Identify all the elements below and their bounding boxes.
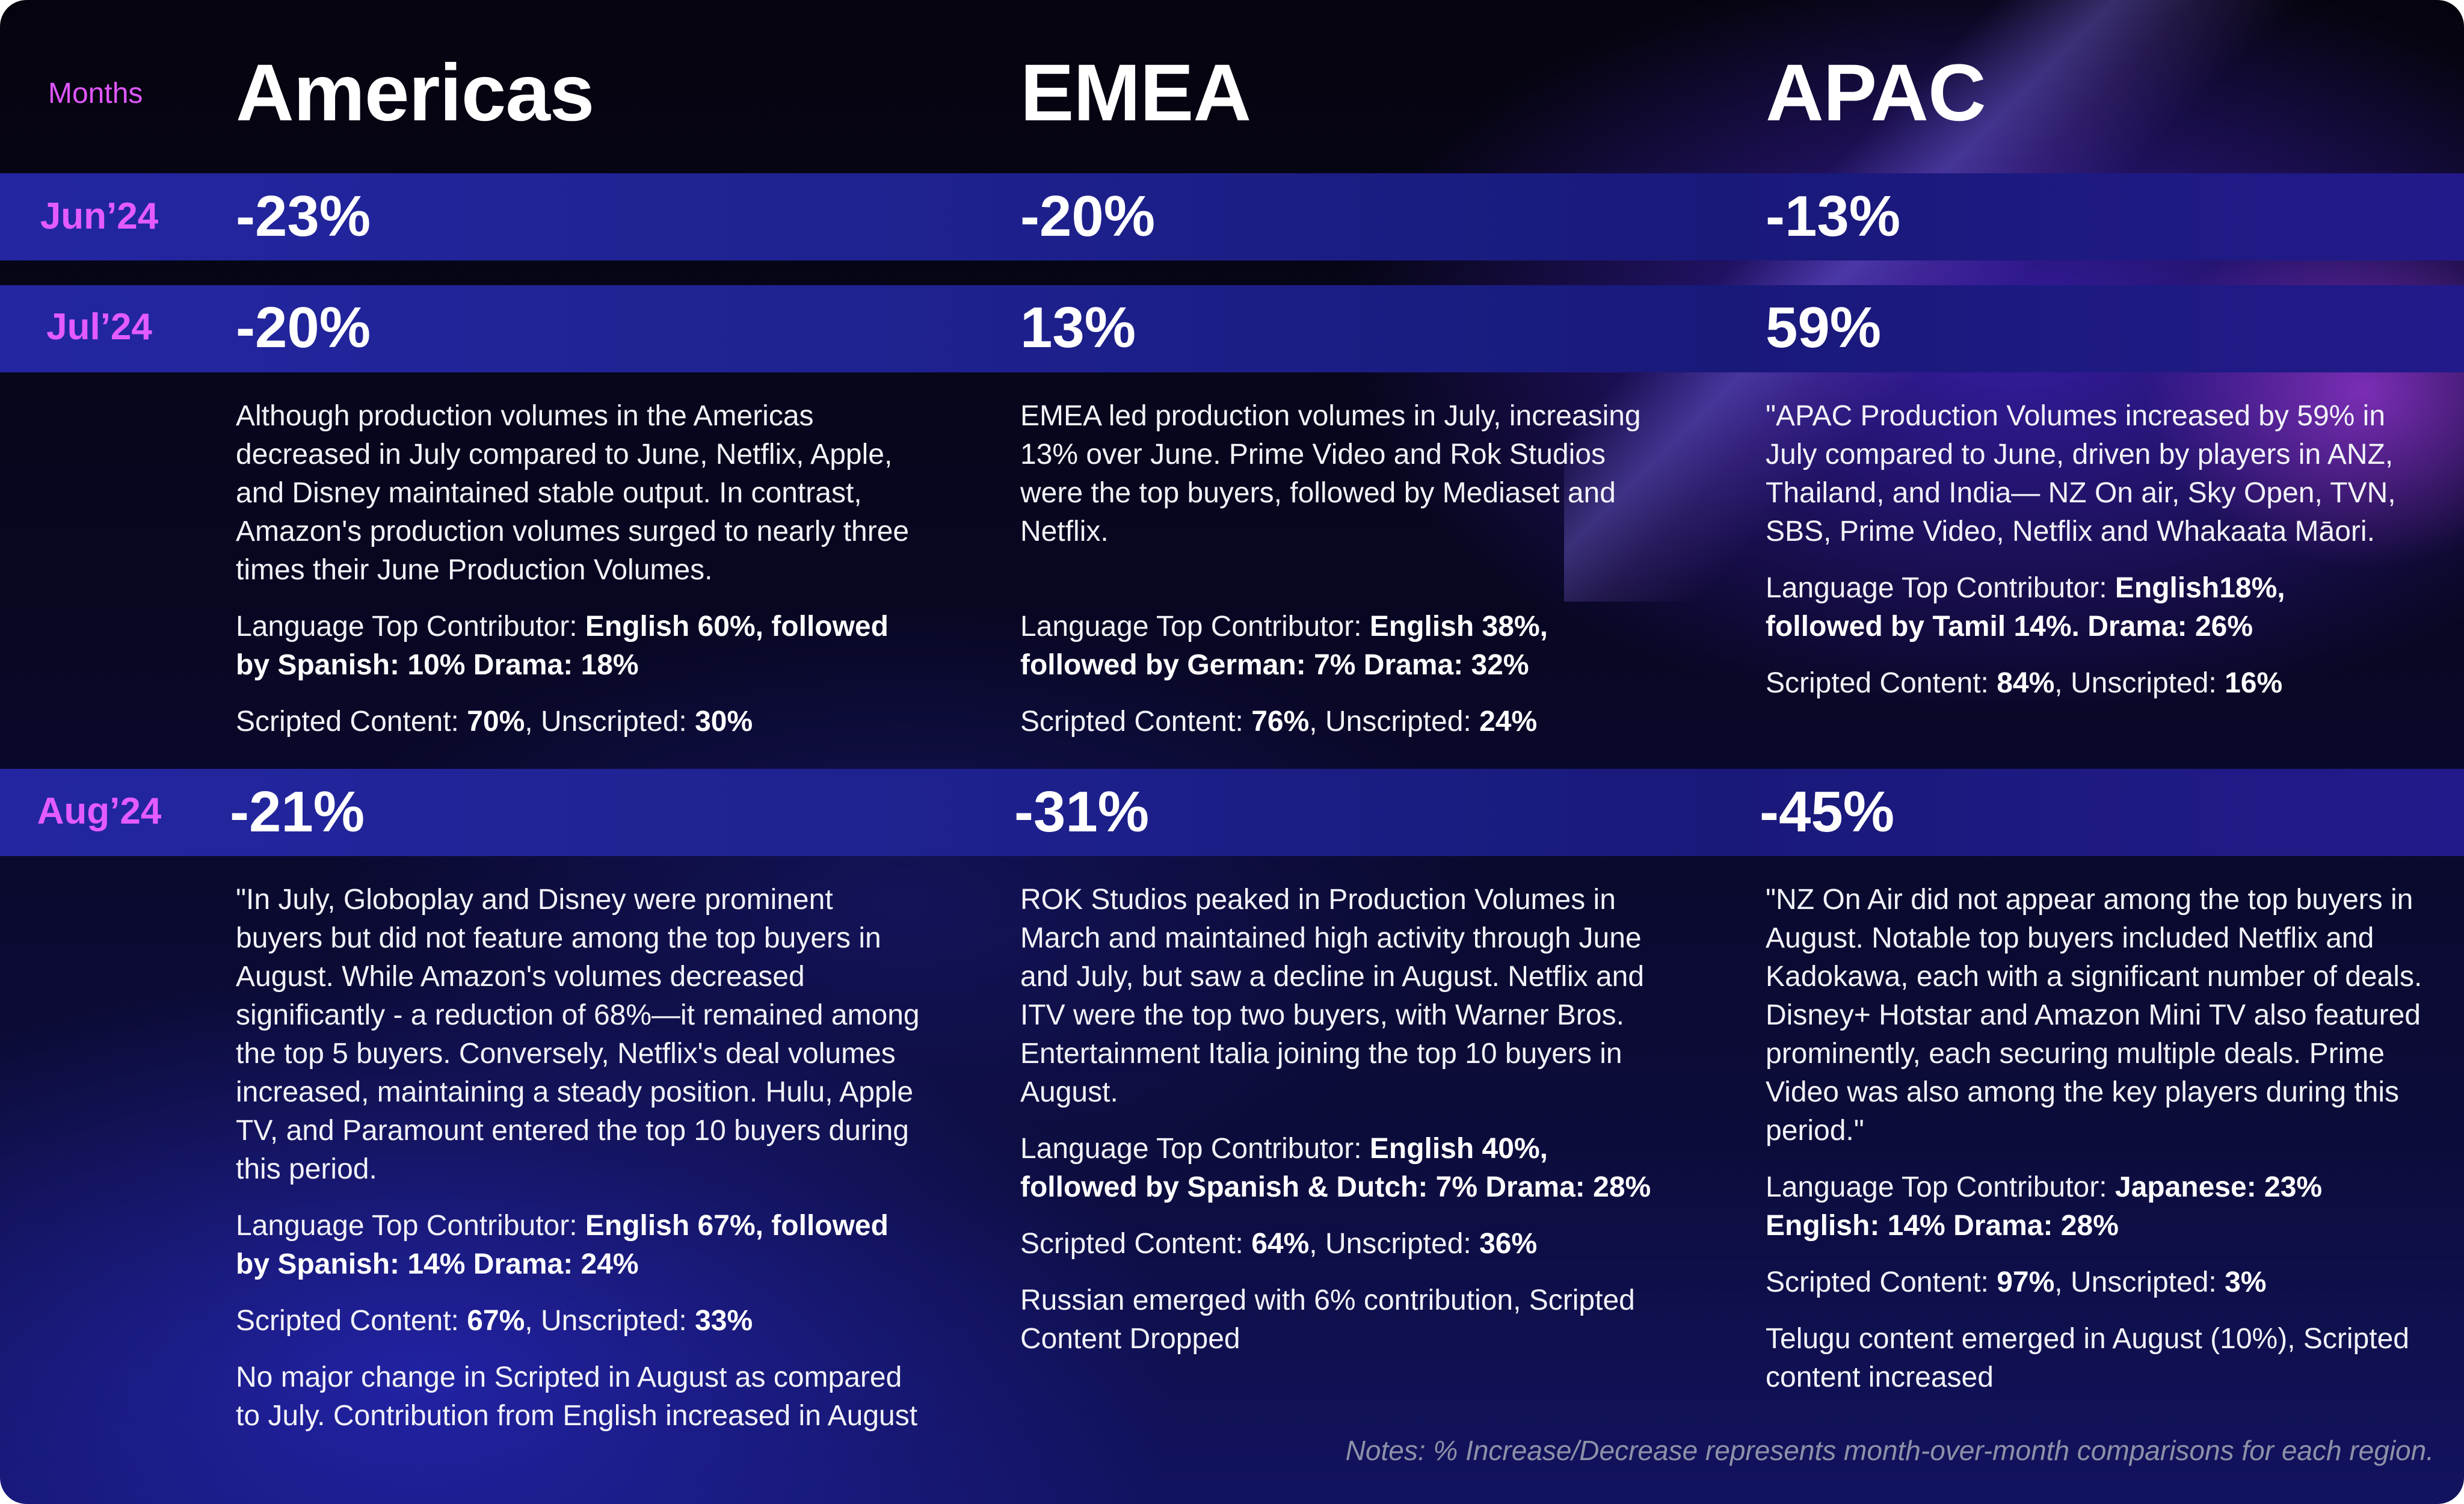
aug-americas-language: Language Top Contributor: English 67%, f…	[236, 1210, 889, 1280]
month-label-jul: Jul’24	[46, 306, 152, 348]
footnote: Notes: % Increase/Decrease represents mo…	[1345, 1435, 2434, 1466]
jul-apac-details: "APAC Production Volumes increased by 59…	[1766, 397, 2403, 721]
jul-apac-summary: "APAC Production Volumes increased by 59…	[1766, 400, 2396, 547]
aug-americas-note: No major change in Scripted in August as…	[236, 1361, 918, 1432]
aug-emea-scripted: Scripted Content: 64%, Unscripted: 36%	[1020, 1228, 1538, 1260]
region-heading-apac: APAC	[1766, 48, 1986, 138]
change-jun-apac: -13%	[1766, 184, 1901, 248]
aug-americas-summary: "In July, Globoplay and Disney were prom…	[236, 884, 920, 1185]
aug-apac-note: Telugu content emerged in August (10%), …	[1766, 1323, 2409, 1393]
jul-americas-details: Although production volumes in the Ameri…	[236, 397, 928, 759]
jul-apac-scripted: Scripted Content: 84%, Unscripted: 16%	[1766, 667, 2283, 699]
region-heading-americas: Americas	[236, 48, 594, 138]
change-jun-emea: -20%	[1020, 184, 1156, 248]
aug-emea-note: Russian emerged with 6% contribution, Sc…	[1020, 1284, 1635, 1355]
row-band-jun	[0, 173, 2464, 260]
aug-emea-summary: ROK Studios peaked in Production Volumes…	[1020, 884, 1645, 1108]
jul-emea-scripted: Scripted Content: 76%, Unscripted: 24%	[1020, 706, 1538, 738]
jul-emea-summary: EMEA led production volumes in July, inc…	[1020, 400, 1641, 547]
jul-emea-language: Language Top Contributor: English 38%, f…	[1020, 611, 1548, 681]
aug-americas-details: "In July, Globoplay and Disney were prom…	[236, 881, 928, 1453]
aug-apac-summary: "NZ On Air did not appear among the top …	[1766, 884, 2422, 1147]
months-column-label: Months	[48, 78, 143, 109]
change-jul-americas: -20%	[236, 295, 371, 360]
aug-emea-language: Language Top Contributor: English 40%, f…	[1020, 1133, 1651, 1203]
change-aug-emea: -31%	[1014, 780, 1150, 844]
change-aug-apac: -45%	[1760, 780, 1895, 844]
aug-americas-scripted: Scripted Content: 67%, Unscripted: 33%	[236, 1305, 753, 1337]
jul-emea-details: EMEA led production volumes in July, inc…	[1020, 397, 1658, 759]
aug-apac-details: "NZ On Air did not appear among the top …	[1766, 881, 2427, 1415]
region-heading-emea: EMEA	[1020, 48, 1251, 138]
aug-apac-language: Language Top Contributor: Japanese: 23% …	[1766, 1171, 2323, 1242]
aug-apac-scripted: Scripted Content: 97%, Unscripted: 3%	[1766, 1266, 2267, 1298]
aug-emea-details: ROK Studios peaked in Production Volumes…	[1020, 881, 1670, 1376]
jul-apac-language: Language Top Contributor: English18%, fo…	[1766, 572, 2285, 643]
change-jun-americas: -23%	[236, 184, 371, 248]
row-band-jul	[0, 285, 2464, 372]
row-band-aug	[0, 769, 2464, 856]
jul-americas-language: Language Top Contributor: English 60%, f…	[236, 611, 889, 681]
change-jul-apac: 59%	[1766, 295, 1882, 360]
jul-americas-scripted: Scripted Content: 70%, Unscripted: 30%	[236, 706, 753, 738]
jul-americas-summary: Although production volumes in the Ameri…	[236, 400, 910, 586]
month-label-jun: Jun’24	[40, 196, 159, 237]
change-aug-americas: -21%	[230, 780, 365, 844]
month-label-aug: Aug’24	[37, 791, 162, 832]
change-jul-emea: 13%	[1020, 295, 1136, 360]
